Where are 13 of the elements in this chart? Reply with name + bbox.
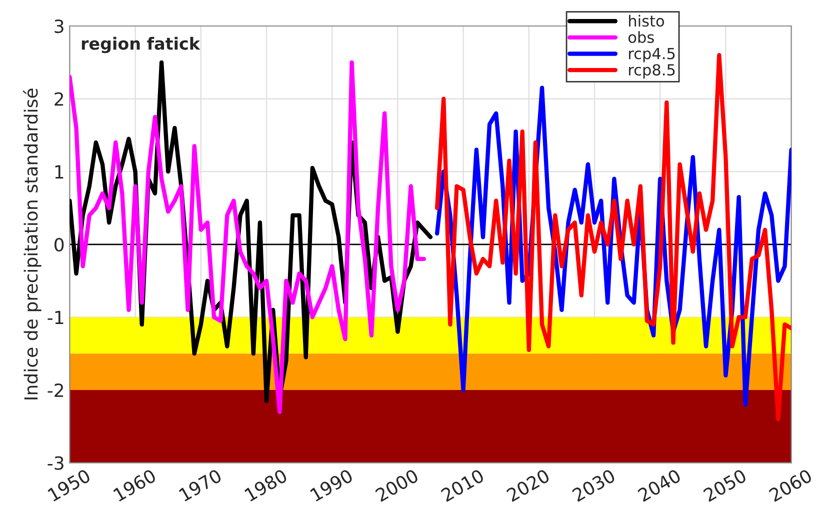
legend-label: obs xyxy=(628,31,654,43)
legend-label: histo xyxy=(629,14,664,27)
legend-label: rcp4.5 xyxy=(629,48,675,62)
legend-label: rcp8.5 xyxy=(629,64,675,79)
y-tick-label: 3 xyxy=(54,19,64,34)
y-tick-label: 1 xyxy=(55,165,64,178)
y-tick-label: 0 xyxy=(54,238,64,252)
y-tick-label: -1 xyxy=(48,310,64,324)
y-tick-label: -2 xyxy=(48,383,64,397)
y-tick-label: -3 xyxy=(48,456,64,470)
y-tick-label: 2 xyxy=(54,92,64,106)
y-axis-title: Indice de precipitation standardisé xyxy=(23,88,42,400)
text: region fatick xyxy=(82,36,200,54)
